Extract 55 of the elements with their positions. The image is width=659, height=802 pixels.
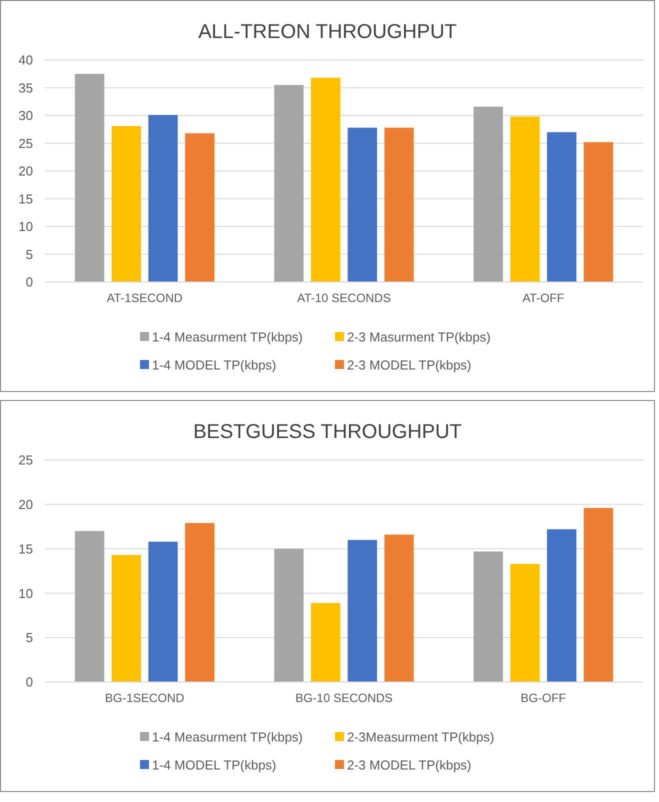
- bar: [474, 551, 503, 682]
- y-tick-label: 15: [18, 191, 33, 206]
- x-tick-label: AT-OFF: [522, 291, 564, 305]
- bar: [510, 116, 540, 282]
- bar: [384, 534, 414, 682]
- chart-title: BESTGUESS THROUGHPUT: [193, 421, 462, 443]
- bar: [310, 602, 340, 682]
- legend-label: 2-3 MODEL TP(kbps): [347, 758, 472, 773]
- y-tick-label: 40: [18, 52, 33, 68]
- bar: [384, 128, 414, 282]
- legend-label: 1-4 MODEL TP(kbps): [152, 358, 276, 373]
- bar: [74, 531, 104, 682]
- x-tick-label: BG-10 SECONDS: [295, 691, 393, 705]
- x-tick-label: BG-OFF: [520, 691, 566, 705]
- legend-label: 2-3Measurment TP(kbps): [347, 730, 494, 745]
- legend-label: 1-4 Measurment TP(kbps): [152, 730, 303, 745]
- bar: [74, 74, 104, 282]
- y-tick-label: 0: [26, 274, 33, 290]
- y-tick-label: 20: [18, 164, 33, 179]
- y-tick-label: 5: [26, 630, 33, 646]
- bar: [185, 523, 214, 682]
- legend-label: 1-4 MODEL TP(kbps): [152, 758, 276, 773]
- x-tick-label: BG-1SECOND: [104, 691, 185, 705]
- y-tick-label: 25: [18, 452, 33, 468]
- bar: [112, 555, 141, 682]
- bar: [348, 540, 378, 682]
- bar: [547, 132, 576, 282]
- y-tick-label: 10: [18, 586, 33, 601]
- bar: [348, 128, 378, 282]
- bar: [148, 542, 178, 682]
- y-tick-label: 5: [26, 246, 33, 262]
- y-tick-label: 30: [18, 108, 33, 124]
- legend-label: 2-3 Masurment TP(kbps): [347, 330, 491, 345]
- y-tick-label: 10: [18, 219, 33, 234]
- y-tick-label: 15: [18, 541, 33, 556]
- y-tick-label: 35: [18, 80, 33, 96]
- bar: [274, 84, 304, 282]
- bar: [148, 114, 178, 282]
- bar: [547, 529, 576, 682]
- x-tick-label: AT-1SECOND: [106, 291, 183, 305]
- y-tick-label: 25: [18, 136, 33, 151]
- bar: [584, 508, 614, 682]
- bar: [510, 564, 540, 682]
- legend-label: 2-3 MODEL TP(kbps): [347, 358, 472, 373]
- chart-title: ALL-TREON THROUGHPUT: [198, 21, 457, 43]
- y-tick-label: 20: [18, 496, 33, 512]
- y-tick-label: 0: [26, 674, 33, 690]
- bar: [474, 106, 503, 282]
- bar: [112, 126, 141, 282]
- bar: [584, 142, 614, 282]
- bar: [185, 133, 214, 282]
- x-tick-label: AT-10 SECONDS: [297, 291, 391, 305]
- bar: [310, 78, 340, 282]
- bar: [274, 548, 304, 682]
- legend-label: 1-4 Measurment TP(kbps): [152, 330, 303, 345]
